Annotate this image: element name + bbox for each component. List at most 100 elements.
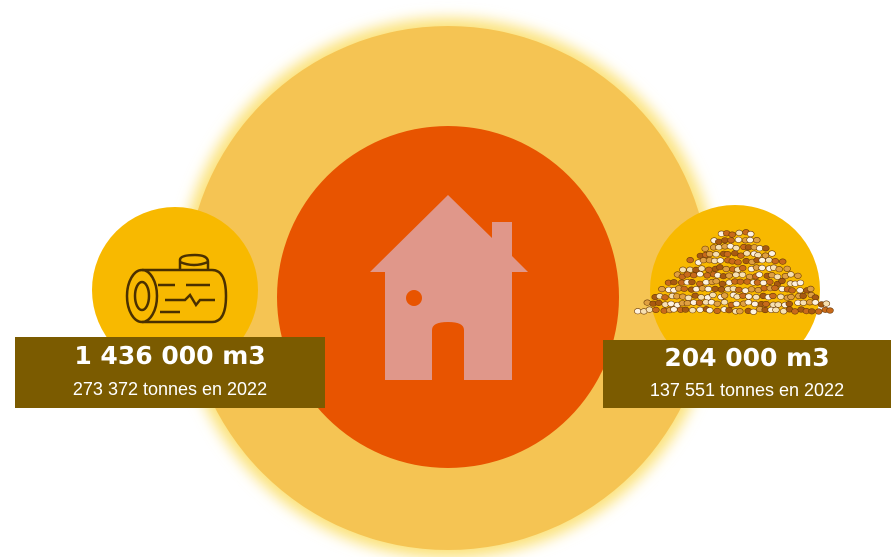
pellet-pile (634, 229, 834, 315)
pellet (755, 271, 763, 278)
pellet (684, 294, 693, 302)
pellet (771, 284, 779, 292)
pellet (716, 264, 724, 271)
pellet (645, 306, 654, 313)
pellet (755, 245, 764, 252)
pellet (703, 272, 711, 279)
pellet (808, 308, 816, 315)
pellet (799, 299, 808, 306)
pellet (722, 265, 730, 273)
pellet-volume: 204 000 m3 (664, 343, 829, 372)
pellet (690, 272, 698, 279)
pellet (712, 251, 720, 258)
pellet (712, 278, 720, 285)
pellet (692, 286, 700, 293)
pellet (715, 244, 723, 251)
pellet (745, 293, 753, 300)
pellet (743, 250, 751, 257)
pellet (826, 307, 834, 314)
wood-circle (92, 207, 258, 373)
pellet (751, 300, 759, 308)
pellet (714, 238, 723, 245)
pellet (811, 299, 820, 306)
pellet (741, 287, 750, 294)
pellet (769, 292, 777, 300)
pellet (686, 257, 694, 264)
pellet (683, 271, 691, 278)
pellet (732, 271, 740, 278)
pellet (713, 300, 721, 307)
pellet (772, 306, 780, 314)
pellet (765, 257, 773, 264)
pellet (736, 308, 744, 315)
pellet (661, 294, 669, 301)
pellet (725, 307, 733, 314)
pellet (697, 294, 705, 301)
pellet (701, 245, 709, 252)
pellet (670, 279, 678, 286)
pellet (766, 278, 774, 286)
pellet (774, 301, 782, 308)
pellet (720, 292, 729, 299)
pellet (814, 308, 823, 315)
pellet (709, 291, 717, 299)
pellet (723, 251, 732, 258)
pellet (746, 230, 755, 238)
pellet (758, 264, 766, 272)
pellet (681, 306, 690, 313)
pellet (738, 265, 747, 272)
pellet (716, 257, 725, 264)
pellet (695, 299, 704, 306)
pellet (749, 308, 758, 315)
pellet (753, 237, 761, 244)
pellet (696, 271, 704, 278)
pellet (725, 272, 733, 279)
pellet (735, 229, 743, 236)
pellet (717, 286, 726, 293)
pellet (711, 285, 719, 293)
pellet (794, 272, 802, 279)
pellet (796, 279, 805, 286)
pellet (822, 300, 831, 307)
pellet (744, 299, 753, 306)
pellet (705, 250, 714, 258)
pellet (732, 300, 741, 308)
pellet (738, 271, 747, 278)
pellet (799, 292, 807, 300)
pellet (796, 287, 804, 294)
pellet (704, 285, 712, 293)
pellet (696, 306, 704, 313)
pellet (735, 286, 743, 293)
log-icon (125, 253, 228, 324)
wood-label-box (15, 337, 325, 408)
pellet (734, 236, 743, 243)
pellet (705, 266, 713, 273)
pellet (652, 306, 660, 314)
pellet (778, 277, 786, 285)
pellet (634, 308, 642, 315)
pellet (791, 308, 799, 315)
pellet (718, 280, 727, 288)
pellet (758, 257, 766, 264)
pellet (732, 244, 740, 252)
wood-volume: 1 436 000 m3 (74, 341, 265, 370)
pellet (683, 300, 692, 307)
pellet (731, 250, 739, 257)
pellet (754, 252, 762, 259)
pellet (762, 300, 770, 308)
pellet (777, 293, 785, 300)
pellet (771, 258, 779, 265)
pellet (746, 236, 754, 244)
pellet (720, 299, 729, 306)
pellet (670, 306, 678, 313)
pellet (747, 286, 756, 293)
pellet (775, 266, 783, 273)
pellet (702, 279, 710, 286)
pellet (759, 279, 768, 287)
pellet (783, 265, 791, 272)
pellet (713, 307, 721, 315)
pellet (680, 285, 688, 292)
pellet (654, 299, 663, 307)
house-icon (370, 195, 528, 380)
